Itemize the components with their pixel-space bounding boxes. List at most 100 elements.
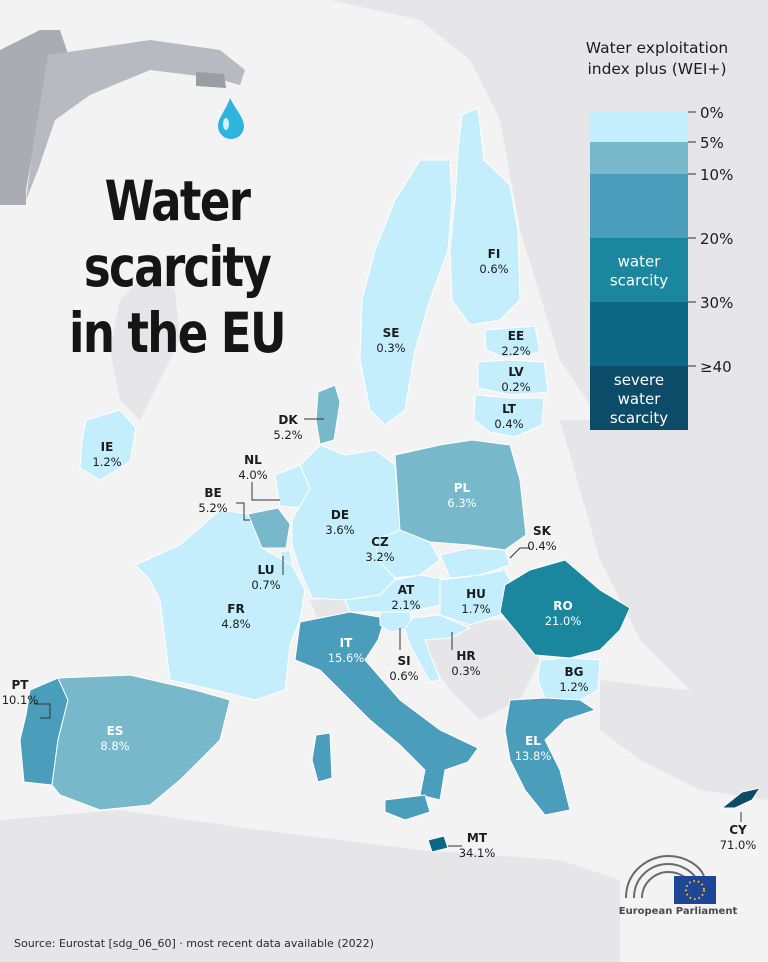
leader-lines — [34, 418, 742, 847]
label-cy: CY 71.0% — [720, 823, 757, 852]
country-value: 8.8% — [100, 739, 129, 753]
label-es: ES 8.8% — [100, 724, 129, 753]
label-lu: LU 0.7% — [251, 563, 280, 592]
european-parliament-logo — [625, 854, 716, 904]
country-value: 13.8% — [515, 749, 552, 763]
country-se[interactable] — [359, 159, 453, 426]
label-mt: MT 34.1% — [459, 831, 496, 860]
country-value: 4.8% — [221, 617, 250, 631]
country-ro[interactable] — [499, 559, 631, 659]
country-code: SI — [397, 654, 410, 668]
country-code: IE — [101, 440, 114, 454]
label-hr: HR 0.3% — [451, 649, 480, 678]
country-value: 21.0% — [545, 614, 582, 628]
country-value: 5.2% — [273, 428, 302, 442]
country-code: LV — [508, 365, 524, 379]
legend-tick-label: 5% — [700, 134, 724, 152]
country-value: 2.1% — [391, 598, 420, 612]
country-code: RO — [553, 599, 572, 613]
label-ie: IE 1.2% — [92, 440, 121, 469]
leader-nl — [251, 482, 280, 501]
country-value: 1.2% — [92, 455, 121, 469]
water-drop-icon — [218, 98, 244, 139]
uk-land — [110, 270, 180, 420]
label-be: BE 5.2% — [198, 486, 227, 515]
country-ee[interactable] — [484, 325, 541, 359]
label-cz: CZ 3.2% — [365, 535, 394, 564]
legend-band — [590, 142, 688, 174]
legend-band — [590, 238, 688, 302]
label-pl: PL 6.3% — [447, 481, 476, 510]
country-mt[interactable] — [427, 835, 449, 853]
country-value: 2.2% — [501, 344, 530, 358]
country-code: ES — [107, 724, 124, 738]
country-it-sardinia[interactable] — [311, 732, 333, 783]
label-ro: RO 21.0% — [545, 599, 582, 628]
country-code: FI — [488, 247, 501, 261]
country-fi[interactable] — [449, 107, 521, 326]
country-pl[interactable] — [394, 439, 527, 551]
legend-title-line-1: Water exploitation — [585, 39, 729, 57]
country-sk[interactable] — [439, 547, 511, 579]
country-code: NL — [244, 453, 262, 467]
country-code: EE — [508, 329, 524, 343]
label-ee: EE 2.2% — [501, 329, 530, 358]
country-code: PL — [454, 481, 471, 495]
north-africa-land — [0, 810, 620, 962]
country-it-sicily[interactable] — [384, 794, 431, 821]
legend-title-line-2: index plus (WEI+) — [587, 60, 727, 78]
country-code: LT — [502, 402, 517, 416]
legend-tick-label: 20% — [700, 230, 733, 248]
balkans-land — [420, 620, 540, 720]
country-code: HR — [456, 649, 475, 663]
country-lt[interactable] — [473, 394, 545, 438]
country-si[interactable] — [379, 611, 413, 633]
legend-band-label: scarcity — [610, 409, 668, 427]
country-value: 15.6% — [328, 651, 365, 665]
leader-pt — [34, 703, 51, 719]
legend-tick-label: 10% — [700, 166, 733, 184]
country-value: 0.3% — [451, 664, 480, 678]
country-el[interactable] — [504, 697, 597, 816]
country-dk[interactable] — [315, 384, 341, 445]
legend-band-label: scarcity — [610, 272, 668, 290]
source-note: Source: Eurostat [sdg_06_60] · most rece… — [14, 937, 374, 950]
country-it[interactable] — [294, 611, 479, 801]
label-at: AT 2.1% — [391, 583, 420, 612]
country-code: DE — [331, 508, 349, 522]
country-code: BG — [565, 665, 584, 679]
country-code: FR — [227, 602, 244, 616]
country-code: SK — [533, 524, 552, 538]
label-it: IT 15.6% — [328, 636, 365, 665]
country-value: 1.7% — [461, 602, 490, 616]
legend: waterscarcityseverewaterscarcity0%5%10%2… — [590, 104, 733, 430]
label-fr: FR 4.8% — [221, 602, 250, 631]
hemicycle-outer — [625, 854, 705, 899]
country-hr[interactable] — [404, 614, 472, 683]
label-se: SE 0.3% — [376, 326, 405, 355]
eu-countries — [19, 107, 762, 853]
faucet-outlet — [196, 72, 226, 88]
country-value: 0.4% — [527, 539, 556, 553]
country-fr[interactable] — [134, 509, 306, 701]
country-labels: FI 0.6%SE 0.3%EE 2.2%LV 0.2%LT 0.4%DK 5.2%IE 1.… — [2, 247, 757, 860]
country-code: PT — [12, 678, 30, 692]
label-dk: DK 5.2% — [273, 413, 302, 442]
country-ie[interactable] — [79, 409, 137, 481]
country-cy[interactable] — [720, 787, 762, 809]
legend-tick-label: ≥40 — [700, 358, 732, 376]
faucet-illustration — [0, 30, 245, 205]
turkey-land — [600, 680, 768, 800]
hemicycle-mid — [633, 862, 697, 899]
country-lv[interactable] — [477, 359, 549, 396]
country-cz[interactable] — [374, 529, 441, 579]
label-nl: NL 4.0% — [238, 453, 267, 482]
title-line-1: Water — [104, 169, 251, 233]
country-value: 3.6% — [325, 523, 354, 537]
country-es[interactable] — [51, 674, 231, 811]
legend-band — [590, 112, 688, 142]
country-bg[interactable] — [537, 657, 601, 701]
country-code: AT — [398, 583, 415, 597]
country-code: LU — [258, 563, 275, 577]
